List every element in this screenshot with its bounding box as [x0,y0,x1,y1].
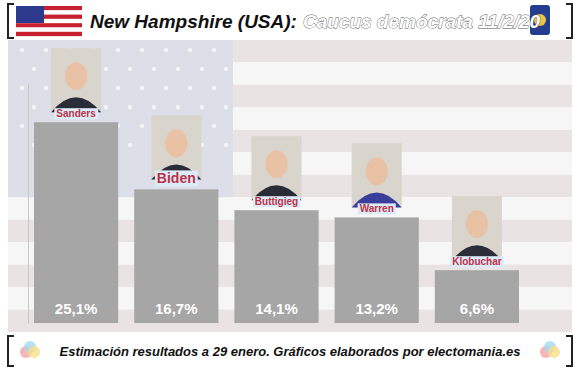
icon-stripe [16,23,82,27]
flag-star [188,86,192,90]
label-background [155,170,198,186]
candidate-photo [452,196,502,260]
photo-face [466,210,488,238]
bar [435,270,519,323]
bars [34,122,519,323]
footer-bracket [8,336,572,366]
flag-star [20,124,24,128]
photo-frame [51,48,101,112]
title: New Hampshire (USA): [90,11,297,32]
flag-star [200,67,204,71]
label-background [54,108,98,119]
page-background [0,0,580,369]
data-label: 16,7% [155,300,198,317]
flag-star [44,86,48,90]
bracket-right [566,336,572,366]
flag-star [128,105,132,109]
flag-star [176,67,180,71]
flag-star [188,48,192,52]
bracket-left [8,4,14,38]
flag-star [32,67,36,71]
background [0,0,580,369]
data-label: 14,1% [255,300,298,317]
flag-star [212,124,216,128]
flag-star [140,124,144,128]
label-background [358,203,396,214]
flag-star [200,105,204,109]
flag-star [152,105,156,109]
flag-star [104,105,108,109]
photo-face [165,129,187,157]
bracket-right [566,4,572,38]
photo-face [65,62,87,90]
category-label: Klobuchar [452,256,502,267]
logo-blob [548,346,560,358]
flag-star [104,67,108,71]
flag-star [44,48,48,52]
chart-container: New Hampshire (USA): Caucus demócrata 11/… [0,0,580,369]
flag-star [140,86,144,90]
chart-svg: New Hampshire (USA): Caucus demócrata 11/… [0,0,580,369]
bar [134,189,218,323]
us-flag-icon [16,6,82,36]
flag-star [116,48,120,52]
flag-star [32,105,36,109]
y-axis-line [28,84,29,324]
bar [234,210,318,323]
flag-star [212,48,216,52]
photo-face [366,157,388,185]
label-background [450,256,504,267]
photo-frame [352,143,402,207]
logo-blob [28,346,40,358]
bracket-left [8,336,14,366]
photo-frame [252,136,302,200]
flag-star [176,105,180,109]
flag-star [164,48,168,52]
flag-star [224,143,228,147]
bar [34,122,118,323]
flag-star [20,86,24,90]
category-label: Sanders [56,108,96,119]
bar [335,217,419,323]
photo-face [266,150,288,178]
flag-star [212,86,216,90]
category-label: Warren [360,203,394,214]
flag-star [224,67,228,71]
candidate-photo [51,48,101,112]
photo-frame [452,196,502,260]
flag-star [152,67,156,71]
footer-logo [540,341,560,358]
subtitle: Caucus demócrata 11/2/20 [303,11,541,32]
flag-star [224,105,228,109]
flag-star [128,67,132,71]
candidate-photo [252,136,302,200]
category-labels: Sanders Biden Buttigieg Warren Klobuchar [51,48,504,267]
category-label: Buttigieg [255,196,298,207]
icon-stripe [16,28,82,32]
flag-star [164,86,168,90]
footer-note: Estimación resultados a 29 enero. Gráfic… [60,344,521,359]
footer-logo [20,341,40,358]
header-bracket [8,4,572,38]
y-axis [28,84,29,324]
icon-canton [16,6,44,23]
icon-stripe [16,32,82,36]
data-label: 6,6% [460,300,494,317]
flag-star [140,48,144,52]
flag-star [128,143,132,147]
data-labels: 25,1% 16,7% 14,1% 13,2% 6,6% [55,300,494,317]
flag-star [116,86,120,90]
label-background [253,196,300,207]
flag-star [20,48,24,52]
category-label: Biden [157,170,196,186]
data-label: 25,1% [55,300,98,317]
data-label: 13,2% [355,300,398,317]
candidate-photo [352,143,402,207]
